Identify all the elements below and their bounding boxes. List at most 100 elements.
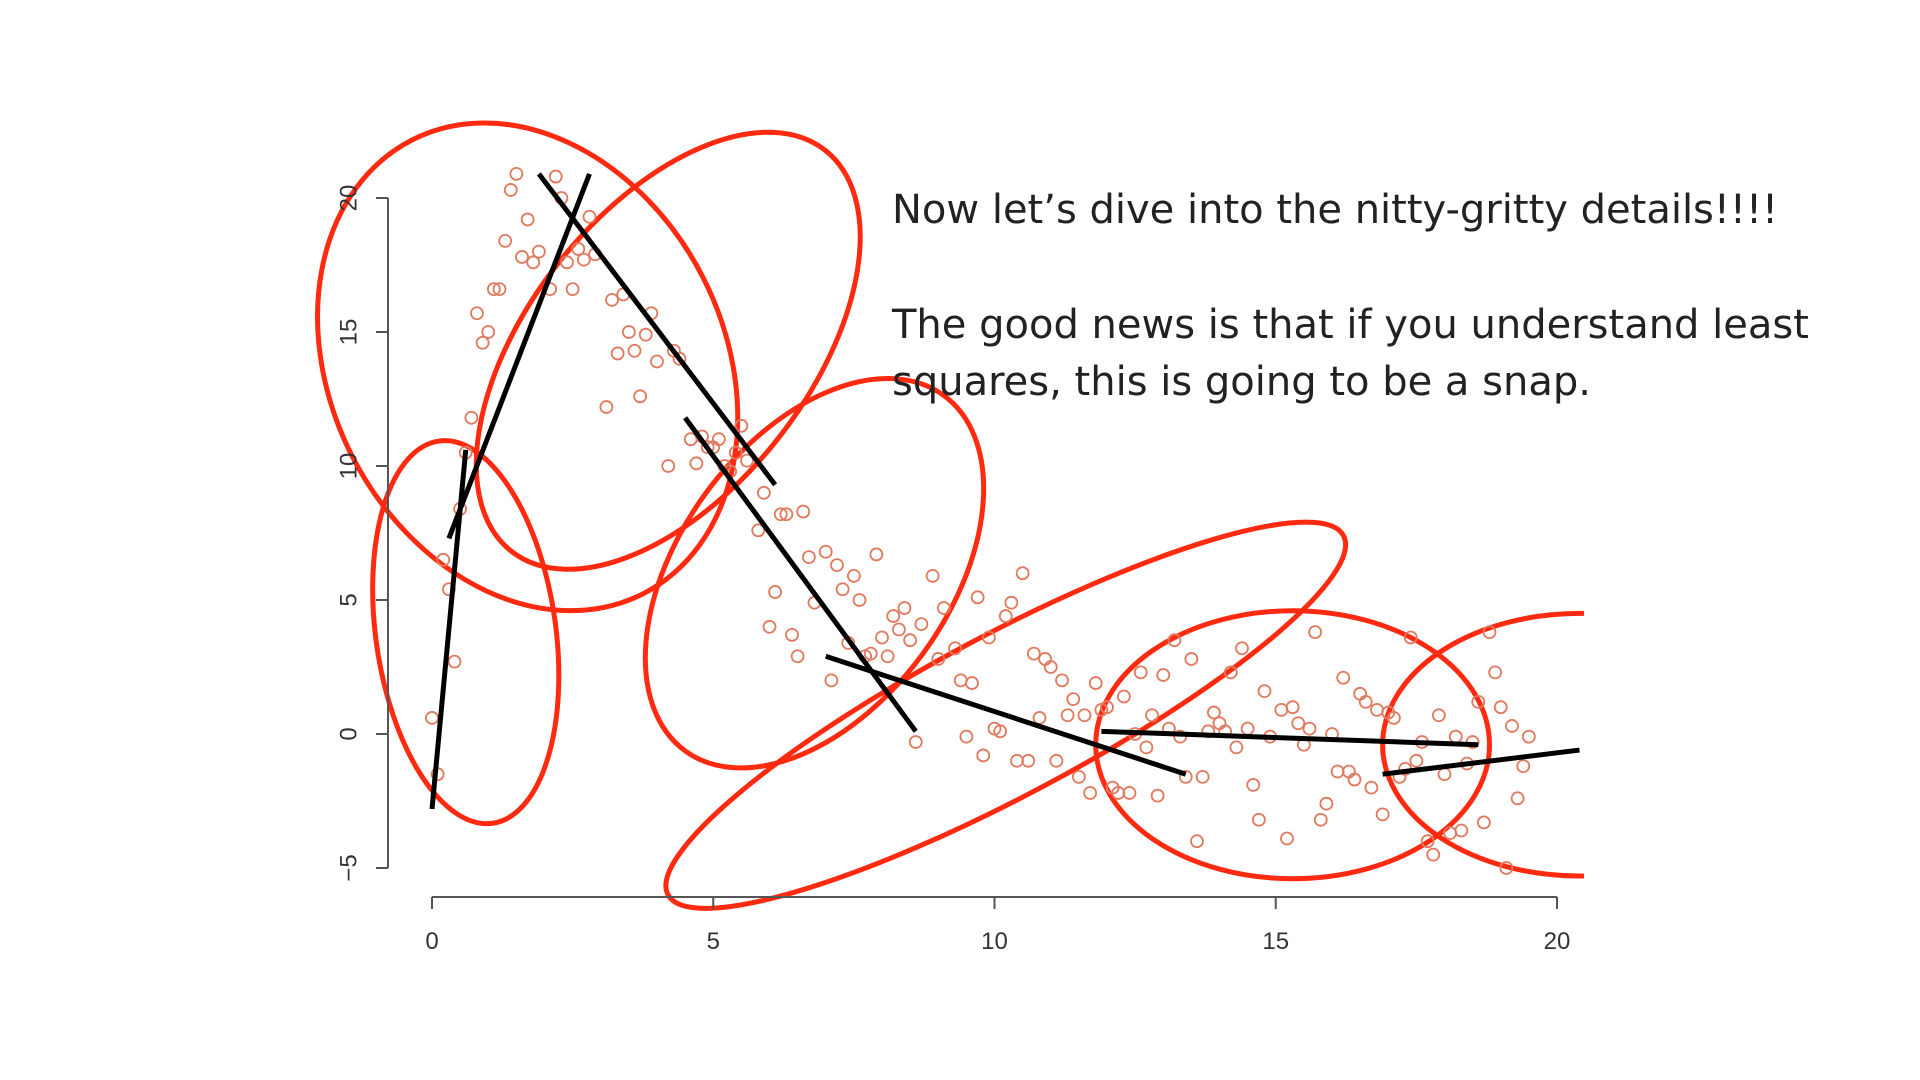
data-point	[1066, 692, 1081, 707]
data-point	[976, 748, 991, 763]
data-point	[818, 544, 833, 559]
cluster-ellipse-1	[370, 438, 562, 827]
data-point	[1493, 700, 1508, 715]
x-tick-label: 20	[1544, 928, 1571, 955]
y-tick-label: 0	[335, 727, 362, 740]
data-point	[1471, 694, 1486, 709]
data-point	[509, 166, 524, 181]
data-point	[650, 354, 664, 369]
y-tick-label: 5	[335, 593, 362, 606]
data-point	[785, 627, 799, 642]
data-point	[835, 582, 850, 597]
data-point	[605, 292, 619, 307]
data-point	[425, 711, 439, 725]
data-point	[1167, 633, 1182, 648]
x-tick-label: 5	[707, 928, 720, 955]
data-point	[790, 649, 805, 664]
segment-layer	[429, 172, 1580, 810]
data-point	[965, 676, 979, 690]
data-point	[638, 327, 653, 342]
data-point	[1499, 861, 1514, 875]
data-point	[1100, 700, 1114, 715]
slide-body: The good news is that if you understand …	[892, 302, 1809, 405]
data-point	[1032, 711, 1047, 725]
data-point	[1319, 796, 1334, 811]
data-point	[773, 507, 788, 522]
data-point	[492, 282, 507, 297]
data-point	[1454, 823, 1469, 838]
data-point	[925, 568, 940, 583]
data-point	[1223, 665, 1238, 680]
x-tick-label: 0	[425, 928, 438, 955]
data-point	[1431, 708, 1446, 723]
data-point	[830, 558, 844, 573]
data-point	[481, 325, 496, 339]
data-point	[1195, 769, 1210, 784]
data-point	[863, 646, 878, 661]
data-point	[520, 212, 535, 227]
data-point	[1133, 665, 1148, 680]
data-point	[700, 440, 715, 455]
data-point	[576, 252, 591, 267]
data-point	[1482, 625, 1497, 640]
data-point	[565, 282, 580, 297]
data-point	[1370, 702, 1384, 717]
data-point	[498, 233, 513, 248]
data-point	[1521, 729, 1536, 744]
data-point	[1021, 753, 1036, 768]
data-point	[1206, 705, 1221, 720]
data-point	[621, 325, 636, 339]
data-point	[599, 400, 614, 414]
slide-text-box: Now let’s dive into the nitty-gritty det…	[892, 182, 1822, 411]
data-point	[1229, 740, 1244, 755]
data-point	[711, 432, 726, 447]
data-point	[846, 568, 861, 583]
regression-segment-6	[1101, 728, 1479, 748]
data-point	[1043, 660, 1058, 674]
data-point	[1403, 630, 1418, 645]
data-point	[1257, 684, 1272, 699]
regression-segment-4	[683, 416, 918, 733]
data-point	[762, 619, 777, 634]
data-point	[1358, 694, 1373, 709]
cluster-ellipse-5	[663, 519, 1349, 911]
data-point	[447, 654, 462, 669]
data-point	[1476, 815, 1491, 830]
data-point	[1488, 665, 1503, 680]
data-point	[801, 550, 816, 565]
data-point	[1150, 788, 1165, 803]
data-point	[627, 343, 642, 358]
data-point	[886, 609, 901, 623]
data-point	[582, 209, 597, 224]
axis-layer: −5 0 5 10 15 20 0 5 10 15 20	[335, 185, 1570, 955]
data-point	[1235, 641, 1249, 656]
data-point	[1055, 673, 1069, 688]
data-point	[1437, 767, 1452, 782]
data-point	[779, 507, 794, 522]
x-tick-label: 15	[1262, 928, 1289, 955]
data-point	[824, 673, 839, 688]
regression-segment-3	[536, 172, 778, 487]
data-point	[897, 601, 912, 615]
cluster-ellipse-7	[1380, 610, 1584, 879]
data-point	[1330, 764, 1345, 779]
data-point	[1251, 812, 1266, 827]
data-point	[875, 630, 889, 645]
data-point	[486, 282, 501, 297]
data-point	[571, 242, 586, 256]
data-point	[1156, 668, 1171, 682]
data-point	[531, 244, 546, 259]
data-point	[1448, 729, 1463, 744]
data-point	[1426, 847, 1441, 862]
data-point	[1443, 826, 1458, 841]
data-point	[852, 593, 867, 607]
data-point	[560, 255, 574, 270]
data-point	[470, 306, 484, 321]
data-point	[1409, 753, 1424, 768]
data-point	[1313, 812, 1328, 827]
data-point	[548, 169, 563, 184]
data-point	[526, 255, 541, 270]
data-point	[1240, 721, 1255, 736]
data-point	[633, 389, 648, 404]
data-point	[1004, 595, 1019, 610]
